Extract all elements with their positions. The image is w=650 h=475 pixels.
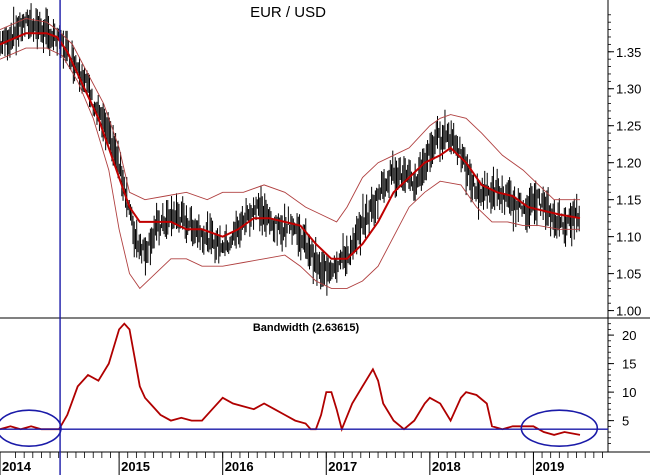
bandwidth-y-tick-label: 20 — [622, 328, 636, 343]
left-highlight-ellipse — [0, 409, 62, 447]
x-year-label: 2019 — [535, 459, 564, 474]
x-year-label: 2016 — [225, 459, 254, 474]
x-year-label: 2014 — [2, 459, 32, 474]
y-tick-label: 1.25 — [616, 119, 641, 134]
upper-band-line — [0, 18, 580, 223]
bandwidth-y-tick-label: 15 — [622, 357, 636, 372]
bandwidth-panel — [0, 322, 581, 436]
y-tick-label: 1.35 — [616, 45, 641, 60]
y-tick-label: 1.00 — [616, 304, 641, 319]
bandwidth-y-tick-label: 10 — [622, 385, 636, 400]
bandwidth-y-tick-label: 5 — [622, 414, 629, 429]
right-highlight-ellipse — [520, 409, 599, 447]
annotations — [0, 0, 608, 475]
price-chart-title: EUR / USD — [250, 4, 326, 21]
x-year-label: 2017 — [328, 459, 357, 474]
lower-band-line — [0, 47, 580, 290]
bandwidth-line — [0, 322, 581, 436]
bandwidth-chart-title: Bandwidth (2.63615) — [253, 322, 360, 334]
x-year-label: 2018 — [432, 459, 461, 474]
y-tick-label: 1.10 — [616, 230, 641, 245]
y-tick-label: 1.05 — [616, 267, 641, 282]
y-tick-label: 1.30 — [616, 82, 641, 97]
price-panel — [0, 3, 581, 296]
y-tick-label: 1.20 — [616, 156, 641, 171]
x-year-label: 2015 — [121, 459, 150, 474]
y-tick-label: 1.15 — [616, 193, 641, 208]
moving-average-line — [0, 32, 581, 260]
